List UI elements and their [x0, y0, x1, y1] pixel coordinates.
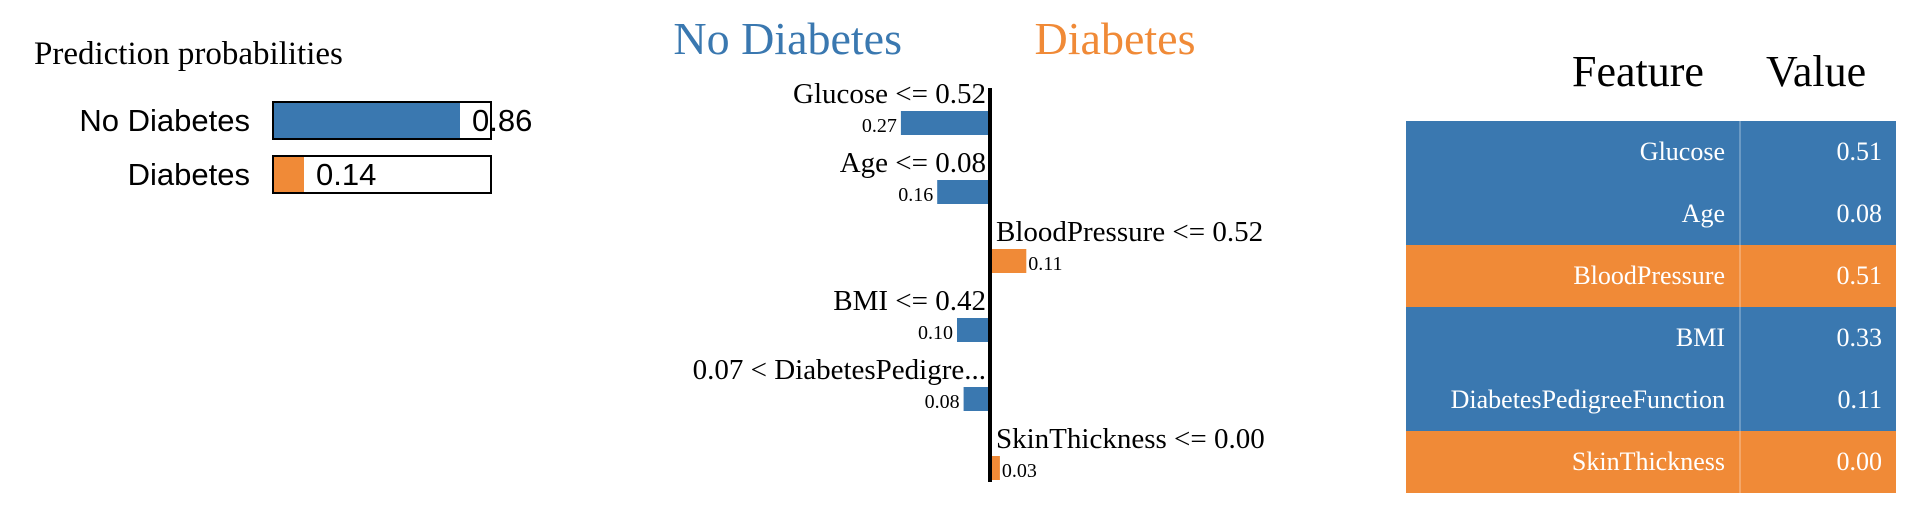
feature-weights-chart: No Diabetes Diabetes Glucose <= 0.52 0.27…	[600, 0, 1360, 524]
feature-condition-label: Age <= 0.08	[840, 147, 986, 179]
class-heading-diabetes: Diabetes	[1035, 13, 1196, 64]
feature-weight-bar	[963, 387, 990, 411]
table-cell-value: 0.11	[1837, 385, 1882, 414]
table-cell-feature: DiabetesPedigreeFunction	[1450, 385, 1725, 414]
table-cell-value: 0.51	[1836, 261, 1883, 290]
table-cell-value: 0.00	[1836, 447, 1883, 476]
feature-weights-svg: No Diabetes Diabetes Glucose <= 0.52 0.27…	[673, 13, 1265, 482]
table-cell-divider	[1739, 245, 1741, 307]
feature-weight-bar	[957, 318, 990, 342]
feature-weight-label: 0.10	[918, 322, 953, 344]
table-row: Glucose 0.51	[1406, 121, 1896, 183]
table-cell-divider	[1739, 307, 1741, 369]
table-cell-divider	[1739, 369, 1741, 431]
table-cell-feature: BloodPressure	[1573, 261, 1725, 290]
prob-value-no-diabetes: 0.86	[472, 103, 533, 138]
table-cell-divider	[1739, 431, 1741, 493]
prob-label-no-diabetes: No Diabetes	[79, 103, 250, 138]
table-row: DiabetesPedigreeFunction 0.11	[1406, 369, 1896, 431]
table-header-value: Value	[1766, 47, 1867, 96]
feature-weight-label: 0.08	[925, 391, 960, 413]
prob-label-diabetes: Diabetes	[127, 157, 250, 192]
table-cell-feature: BMI	[1675, 323, 1725, 352]
feature-condition-label: BloodPressure <= 0.52	[996, 216, 1263, 248]
feature-weight-bar	[900, 111, 990, 135]
table-row: BMI 0.33	[1406, 307, 1896, 369]
table-row: SkinThickness 0.00	[1406, 431, 1896, 493]
feature-weight-label: 0.27	[862, 115, 897, 137]
prob-bar-diabetes	[272, 155, 492, 194]
feature-condition-label: SkinThickness <= 0.00	[996, 423, 1265, 455]
feature-weight-bar	[937, 180, 990, 204]
prediction-probabilities-title: Prediction probabilities	[34, 36, 343, 72]
table-cell-feature: Age	[1681, 199, 1725, 228]
table-cell-divider	[1739, 183, 1741, 245]
prob-fill-diabetes	[274, 157, 304, 192]
table-row: Age 0.08	[1406, 183, 1896, 245]
table-cell-divider	[1739, 121, 1741, 183]
feature-condition-label: 0.07 < DiabetesPedigre...	[693, 354, 986, 386]
feature-weight-label: 0.03	[1002, 460, 1037, 482]
prob-fill-no-diabetes	[274, 103, 460, 138]
feature-weight-bar	[990, 456, 1000, 480]
table-header-feature: Feature	[1572, 47, 1704, 96]
class-heading-no-diabetes: No Diabetes	[673, 13, 902, 64]
prob-value-diabetes: 0.14	[316, 157, 377, 192]
table-row: BloodPressure 0.51	[1406, 245, 1896, 307]
feature-condition-label: BMI <= 0.42	[833, 285, 986, 317]
feature-weight-bar	[990, 249, 1027, 273]
table-cell-value: 0.51	[1836, 137, 1883, 166]
table-cell-value: 0.33	[1836, 323, 1883, 352]
table-cell-feature: SkinThickness	[1571, 447, 1725, 476]
feature-weight-label: 0.11	[1028, 253, 1062, 275]
feature-weight-label: 0.16	[898, 184, 933, 206]
table-cell-feature: Glucose	[1639, 137, 1725, 166]
feature-value-table: Feature Value Glucose 0.51 Age 0.08 BloodPre…	[1406, 0, 1896, 524]
feature-condition-label: Glucose <= 0.52	[793, 78, 986, 110]
table-cell-value: 0.08	[1836, 199, 1883, 228]
prediction-probabilities-panel: Prediction probabilities No Diabetes 0.8…	[0, 0, 600, 524]
prob-bar-no-diabetes	[272, 101, 492, 140]
